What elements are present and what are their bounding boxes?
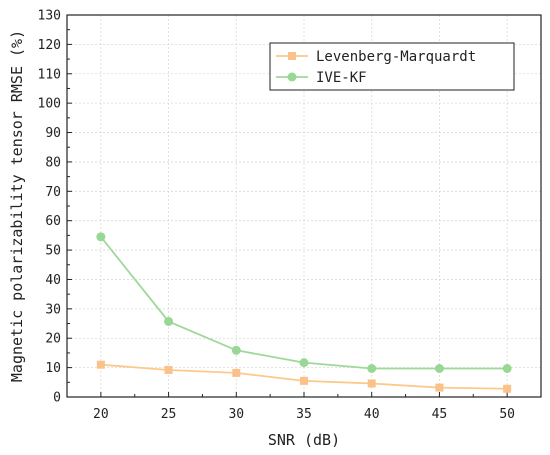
- data-point: [434, 363, 444, 373]
- x-tick-label: 25: [161, 407, 177, 422]
- data-point: [502, 363, 512, 373]
- y-tick-label: 10: [45, 361, 61, 376]
- y-axis-title: Magnetic polarizability tensor RMSE (%): [8, 30, 26, 382]
- y-tick-label: 110: [38, 67, 61, 82]
- data-point: [96, 232, 106, 242]
- legend-marker: [287, 72, 297, 82]
- series-group: [96, 232, 512, 393]
- data-point: [299, 358, 309, 368]
- y-tick-label: 120: [38, 38, 61, 53]
- y-tick-label: 70: [45, 185, 61, 200]
- series-2: [96, 232, 512, 373]
- data-point: [367, 363, 377, 373]
- axis-ticks: 0 10 20 30 40 50 60 70 80 90 100 110 120 130 20 25 30 35 4…: [38, 9, 542, 422]
- y-tick-label: 130: [38, 9, 61, 24]
- y-tick-label: 40: [45, 273, 61, 288]
- data-point: [300, 376, 308, 385]
- data-point: [503, 384, 512, 393]
- x-tick-label: 50: [499, 407, 515, 422]
- legend-box: [269, 42, 515, 91]
- y-tick-label: 50: [45, 244, 61, 259]
- data-point: [435, 383, 444, 392]
- legend-marker: [288, 52, 296, 60]
- x-tick-label: 45: [432, 407, 448, 422]
- data-point: [96, 360, 105, 369]
- data-point: [367, 379, 376, 388]
- legend-label: Levenberg-Marquardt: [316, 49, 476, 65]
- x-tick-label: 20: [93, 407, 109, 422]
- legend-item-2: IVE-KF: [276, 70, 367, 86]
- y-tick-label: 60: [45, 214, 61, 229]
- data-point: [164, 365, 173, 374]
- legend-label: IVE-KF: [316, 70, 367, 86]
- y-tick-label: 20: [45, 332, 61, 347]
- y-tick-label: 100: [38, 97, 61, 112]
- data-point: [232, 368, 241, 377]
- y-tick-label: 30: [45, 302, 61, 317]
- data-point: [231, 345, 241, 355]
- x-tick-label: 30: [228, 407, 244, 422]
- legend: Levenberg-Marquardt IVE-KF: [269, 42, 515, 91]
- data-point: [164, 316, 174, 326]
- legend-item-1: Levenberg-Marquardt: [276, 49, 476, 65]
- x-tick-label: 40: [364, 407, 380, 422]
- y-tick-label: 90: [45, 126, 61, 141]
- x-tick-label: 35: [296, 407, 312, 422]
- series-1: [96, 360, 512, 393]
- y-tick-label: 80: [45, 155, 61, 170]
- y-tick-label: 0: [53, 391, 61, 406]
- x-axis-title: SNR (dB): [268, 431, 340, 449]
